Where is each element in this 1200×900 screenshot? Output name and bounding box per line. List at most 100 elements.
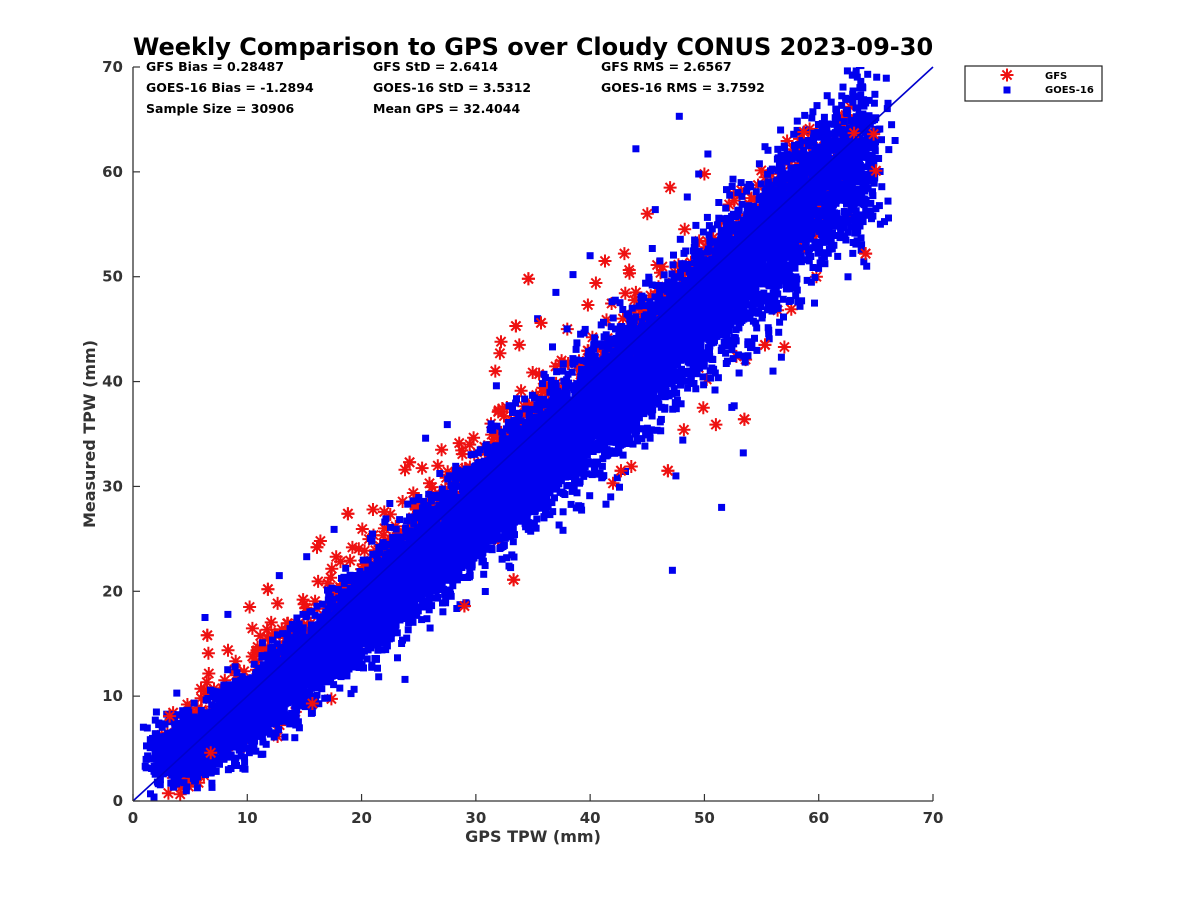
goes16-point — [241, 704, 249, 712]
goes16-point — [210, 754, 218, 762]
goes16-point — [255, 664, 263, 672]
gfs-point — [161, 786, 175, 800]
gfs-point — [260, 623, 274, 637]
goes16-point — [196, 729, 204, 737]
goes16-point — [248, 674, 256, 682]
goes16-point — [338, 574, 345, 582]
goes16-point — [227, 705, 235, 713]
gfs-point — [700, 373, 714, 386]
gfs-point — [415, 461, 429, 475]
goes16-point — [331, 602, 339, 610]
goes16-point — [281, 699, 289, 706]
goes16-point — [267, 717, 275, 725]
goes16-point — [199, 740, 207, 748]
gfs-point — [640, 207, 654, 221]
goes16-point — [226, 687, 234, 695]
gfs-point — [324, 692, 338, 706]
goes16-point — [231, 697, 239, 705]
goes16-point — [152, 708, 160, 716]
gfs-point — [218, 673, 232, 687]
goes16-point — [182, 787, 190, 795]
goes16-point — [252, 747, 260, 755]
goes16-point — [257, 683, 265, 691]
gfs-point — [517, 408, 530, 422]
goes16-point — [187, 757, 194, 765]
goes16-point — [263, 665, 271, 673]
gfs-point — [296, 593, 310, 607]
goes16-point — [226, 736, 234, 744]
goes16-point — [267, 697, 275, 705]
goes16-point — [155, 721, 163, 729]
gfs-point — [581, 298, 595, 312]
gfs-point — [245, 621, 259, 635]
gfs-point — [591, 342, 605, 356]
goes16-point — [220, 721, 228, 729]
gfs-point — [618, 286, 632, 300]
goes16-point — [336, 684, 344, 692]
gfs-point — [512, 338, 526, 352]
goes16-point — [340, 579, 348, 587]
goes16-point — [281, 733, 289, 741]
goes16-point — [154, 780, 162, 788]
goes16-point — [230, 683, 238, 691]
goes16-point — [269, 643, 276, 651]
goes16-point — [330, 681, 338, 689]
goes16-point — [191, 729, 199, 737]
goes16-point — [189, 753, 197, 761]
gfs-point — [463, 438, 477, 452]
goes16-point — [324, 586, 331, 594]
goes16-point — [269, 636, 276, 644]
goes16-point — [139, 723, 147, 731]
goes16-point — [355, 664, 363, 671]
goes16-point — [342, 564, 350, 572]
goes16-point — [307, 645, 315, 653]
goes16-point — [303, 611, 311, 619]
gfs-point — [747, 191, 761, 205]
gfs-point — [452, 436, 466, 450]
goes16-point — [162, 740, 170, 748]
goes16-point — [224, 766, 232, 774]
goes16-point — [167, 764, 175, 772]
gfs-point — [174, 781, 188, 795]
goes16-point — [287, 685, 295, 693]
goes16-point — [298, 700, 306, 708]
goes16-point — [360, 664, 367, 672]
gfs-point — [321, 577, 335, 590]
stat-text: GFS Bias = 0.28487 — [146, 59, 284, 74]
goes16-point — [235, 746, 243, 754]
goes16-point — [338, 665, 346, 673]
goes16-point — [195, 760, 203, 768]
goes16-point — [363, 655, 371, 663]
goes16-point — [200, 747, 208, 755]
goes16-point — [271, 701, 279, 709]
goes16-point — [299, 636, 307, 643]
gfs-point — [352, 542, 366, 556]
goes16-point — [180, 779, 188, 787]
gfs-point — [356, 557, 370, 571]
goes16-point — [355, 641, 363, 649]
goes16-point — [270, 712, 277, 720]
goes16-point — [227, 727, 235, 735]
goes16-point — [182, 756, 190, 764]
goes16-point — [184, 743, 192, 751]
gfs-point — [441, 465, 455, 479]
goes16-point — [175, 746, 183, 754]
goes16-point — [249, 696, 257, 703]
goes16-point — [360, 647, 368, 655]
gfs-point — [589, 276, 603, 290]
goes16-point — [173, 689, 181, 697]
goes16-point — [217, 702, 225, 710]
gfs-point — [275, 622, 289, 636]
gfs-point — [181, 771, 195, 785]
goes16-point — [147, 741, 155, 749]
goes16-point — [288, 621, 296, 628]
goes16-point — [172, 765, 180, 772]
goes16-point — [300, 677, 308, 685]
goes16-point — [231, 663, 239, 671]
goes16-point — [324, 596, 332, 604]
goes16-point — [244, 675, 252, 683]
stat-text: Sample Size = 30906 — [146, 101, 295, 116]
stat-text: GFS RMS = 2.6567 — [601, 59, 732, 74]
goes16-point — [258, 639, 266, 647]
goes16-point — [238, 742, 246, 750]
